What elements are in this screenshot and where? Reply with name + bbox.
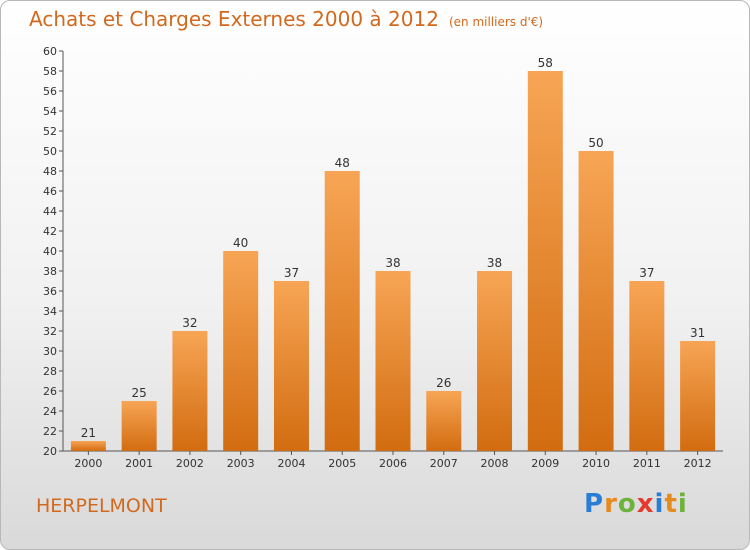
data-label: 48 — [335, 156, 350, 170]
x-tick-label: 2005 — [328, 457, 356, 470]
chart-title: Achats et Charges Externes 2000 à 2012 (e… — [29, 7, 543, 31]
bar — [578, 151, 614, 451]
y-tick-label: 48 — [43, 165, 57, 178]
data-label: 50 — [588, 136, 603, 150]
data-label: 26 — [436, 376, 451, 390]
y-tick-label: 56 — [43, 85, 57, 98]
bar — [375, 271, 411, 451]
y-tick-label: 52 — [43, 125, 57, 138]
bar — [477, 271, 513, 451]
y-tick-label: 50 — [43, 145, 57, 158]
logo-letter: i — [677, 489, 688, 519]
y-tick-label: 60 — [43, 45, 57, 58]
logo-letter: o — [617, 489, 637, 519]
y-tick-label: 22 — [43, 425, 57, 438]
y-tick-label: 24 — [43, 405, 57, 418]
x-tick-label: 2007 — [430, 457, 458, 470]
logo-letter: r — [604, 489, 618, 519]
y-tick-label: 42 — [43, 225, 57, 238]
y-tick-label: 26 — [43, 385, 57, 398]
x-tick-label: 2006 — [379, 457, 407, 470]
y-tick-label: 44 — [43, 205, 57, 218]
x-tick-label: 2011 — [633, 457, 661, 470]
data-label: 32 — [182, 316, 197, 330]
place-name: HERPELMONT — [36, 495, 167, 517]
data-label: 25 — [132, 386, 147, 400]
x-tick-label: 2010 — [582, 457, 610, 470]
y-tick-label: 58 — [43, 65, 57, 78]
bar — [273, 281, 309, 451]
logo-letter: x — [636, 489, 655, 519]
x-tick-label: 2000 — [74, 457, 102, 470]
chart-title-text: Achats et Charges Externes 2000 à 2012 — [29, 7, 439, 31]
data-label: 40 — [233, 236, 248, 250]
data-label: 38 — [487, 256, 502, 270]
y-tick-label: 28 — [43, 365, 57, 378]
y-tick-label: 20 — [43, 445, 57, 458]
x-tick-label: 2008 — [481, 457, 509, 470]
bar — [223, 251, 259, 451]
x-tick-label: 2002 — [176, 457, 204, 470]
data-label: 37 — [284, 266, 299, 280]
y-tick-label: 30 — [43, 345, 57, 358]
bar — [70, 441, 106, 451]
bar — [172, 331, 208, 451]
data-label: 21 — [81, 426, 96, 440]
y-tick-label: 38 — [43, 265, 57, 278]
logo-letter: t — [664, 489, 678, 519]
x-tick-label: 2003 — [227, 457, 255, 470]
data-label: 58 — [538, 56, 553, 70]
y-tick-label: 46 — [43, 185, 57, 198]
y-tick-label: 32 — [43, 325, 57, 338]
bar — [527, 71, 563, 451]
x-tick-label: 2004 — [277, 457, 305, 470]
data-label: 37 — [639, 266, 654, 280]
y-tick-label: 34 — [43, 305, 57, 318]
x-tick-label: 2001 — [125, 457, 153, 470]
x-tick-label: 2009 — [531, 457, 559, 470]
data-label: 31 — [690, 326, 705, 340]
bar — [121, 401, 157, 451]
chart-subtitle: (en milliers d'€) — [448, 15, 544, 29]
logo-letter: P — [584, 489, 605, 519]
y-tick-label: 36 — [43, 285, 57, 298]
y-tick-label: 40 — [43, 245, 57, 258]
x-tick-label: 2012 — [684, 457, 712, 470]
logo-letter: i — [654, 489, 665, 519]
data-label: 38 — [385, 256, 400, 270]
bar — [629, 281, 665, 451]
y-tick-label: 54 — [43, 105, 57, 118]
bar — [680, 341, 716, 451]
bar — [426, 391, 462, 451]
proxiti-logo: Proxiti — [584, 489, 688, 519]
bar — [324, 171, 360, 451]
